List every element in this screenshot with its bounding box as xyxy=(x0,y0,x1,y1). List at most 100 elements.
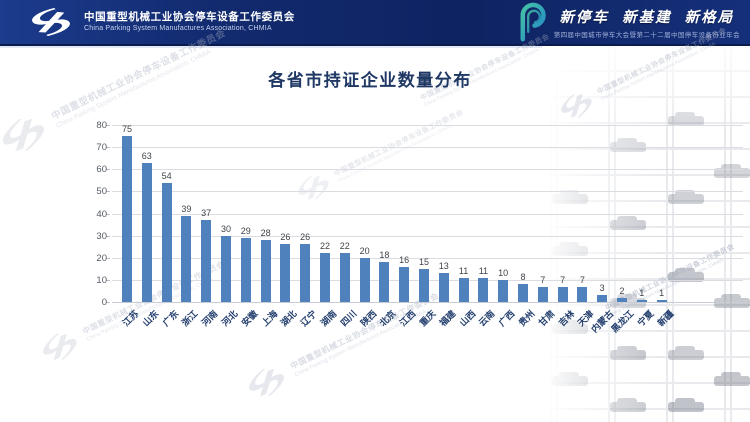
org-name-cn: 中国重型机械工业协会停车设备工作委员会 xyxy=(84,11,295,24)
bar-value-label: 3 xyxy=(599,283,605,294)
x-axis-category-label: 江苏 xyxy=(120,308,141,329)
bar xyxy=(636,299,647,302)
y-axis-tick xyxy=(106,302,110,303)
bar-value-label: 15 xyxy=(418,256,429,267)
bar-value-label: 11 xyxy=(478,265,489,276)
bar-value-label: 37 xyxy=(201,208,212,219)
plot-area: 0 10 20 30 40 50 60 70 80 75 江苏 63 山东 54 广东 39 浙江 37 河南 30 河… xyxy=(96,120,743,335)
bar xyxy=(617,297,627,302)
parking-p-logo-icon xyxy=(520,2,546,42)
gridline xyxy=(112,213,743,215)
x-axis-category-label: 江西 xyxy=(397,308,418,329)
bar-value-label: 26 xyxy=(300,232,311,243)
bar xyxy=(240,237,251,302)
event-brand-block: 新停车 新基建 新格局 第四届中国城市停车大会暨第二十二届中国停车设备行业年会 xyxy=(512,2,740,42)
x-axis-category-label: 上海 xyxy=(259,308,280,329)
bar-value-label: 10 xyxy=(498,267,509,278)
parked-car-silhouette xyxy=(610,398,646,412)
bar xyxy=(221,235,231,302)
y-axis-tick-label: 80 xyxy=(96,120,107,131)
bar xyxy=(458,277,469,302)
x-axis-category-label: 宁夏 xyxy=(635,308,656,329)
bar xyxy=(399,266,410,302)
y-axis-tick-label: 20 xyxy=(96,252,107,264)
watermark-cp-logo-icon xyxy=(249,368,284,397)
watermark-cp-logo-icon xyxy=(43,333,77,361)
bar-value-label: 29 xyxy=(240,225,251,236)
bar xyxy=(122,136,132,302)
bar xyxy=(597,295,608,302)
x-axis-category-label: 河北 xyxy=(219,308,240,329)
bar xyxy=(300,244,311,302)
bar xyxy=(161,182,172,302)
bar-value-label: 39 xyxy=(181,203,192,214)
x-axis-category-label: 福建 xyxy=(437,308,458,329)
bar-value-label: 75 xyxy=(121,124,132,135)
parked-car-silhouette xyxy=(714,372,750,386)
chmia-cp-logo-icon xyxy=(32,7,70,37)
event-subtitle: 第四届中国城市停车大会暨第二十二届中国停车设备行业年会 xyxy=(553,31,740,39)
bar xyxy=(339,253,350,302)
bar-value-label: 7 xyxy=(579,274,585,285)
bar xyxy=(379,262,390,302)
x-axis-category-label: 广东 xyxy=(160,308,181,329)
bar-value-label: 63 xyxy=(141,150,152,161)
org-title-block: 中国重型机械工业协会停车设备工作委员会 China Parking System… xyxy=(84,11,295,32)
bar-value-label: 16 xyxy=(399,254,410,265)
bar xyxy=(478,277,489,302)
x-axis-category-label: 新疆 xyxy=(655,308,676,329)
gridline xyxy=(112,235,743,237)
x-axis-category-label: 重庆 xyxy=(417,308,438,329)
gridline xyxy=(112,191,743,193)
x-axis-category-label: 北京 xyxy=(378,308,398,329)
y-axis-tick-label: 50 xyxy=(96,186,107,198)
org-name-en: China Parking System Manufactures Associ… xyxy=(84,24,272,32)
bar xyxy=(260,240,271,302)
bar-value-label: 11 xyxy=(458,265,469,276)
bar xyxy=(141,162,152,302)
x-axis-category-label: 辽宁 xyxy=(298,308,319,329)
bar xyxy=(518,284,528,302)
y-axis-tick-label: 0 xyxy=(101,297,107,308)
x-axis-category-label: 山东 xyxy=(140,308,161,329)
parked-car-silhouette xyxy=(668,346,704,360)
header-banner: 中国重型机械工业协会停车设备工作委员会 China Parking System… xyxy=(0,0,750,48)
bar xyxy=(438,273,449,302)
y-axis-tick xyxy=(106,125,110,126)
x-axis-category-label: 湖南 xyxy=(318,308,339,329)
gridline xyxy=(112,302,743,303)
y-axis-tick xyxy=(106,257,110,259)
bar-value-label: 7 xyxy=(540,274,546,285)
y-axis-tick xyxy=(106,169,110,171)
x-axis-category-label: 吉林 xyxy=(556,308,577,329)
parked-car-silhouette xyxy=(552,372,588,386)
gridline xyxy=(112,125,743,126)
y-axis-tick-label: 10 xyxy=(96,274,107,286)
bar-value-label: 26 xyxy=(280,232,291,243)
event-slogan: 新停车 新基建 新格局 xyxy=(559,8,735,26)
parked-car-silhouette xyxy=(610,346,646,360)
y-axis-tick-label: 60 xyxy=(96,164,107,176)
x-axis-category-label: 广西 xyxy=(496,308,517,329)
bar-value-label: 30 xyxy=(220,223,231,234)
y-axis-tick-label: 70 xyxy=(96,142,107,154)
x-axis-category-label: 云南 xyxy=(477,308,497,329)
y-axis-tick-label: 40 xyxy=(96,208,107,220)
bar-value-label: 54 xyxy=(161,170,172,181)
x-axis-category-label: 四川 xyxy=(338,308,359,329)
bar-value-label: 22 xyxy=(319,241,330,252)
chart-title: 各省市持证企业数量分布 xyxy=(268,71,472,90)
bar-value-label: 18 xyxy=(379,250,390,261)
y-axis-tick xyxy=(106,191,110,193)
x-axis-category-label: 河南 xyxy=(199,308,220,329)
bar-value-label: 1 xyxy=(659,287,665,298)
bar-value-label: 1 xyxy=(639,287,645,298)
bar xyxy=(280,244,291,302)
x-axis-category-label: 安徽 xyxy=(239,308,260,329)
x-axis-category-label: 贵州 xyxy=(516,308,537,329)
watermark-cp-logo-icon xyxy=(2,118,44,152)
bar xyxy=(320,253,330,302)
gridline xyxy=(112,257,743,259)
y-axis-tick xyxy=(106,213,110,215)
